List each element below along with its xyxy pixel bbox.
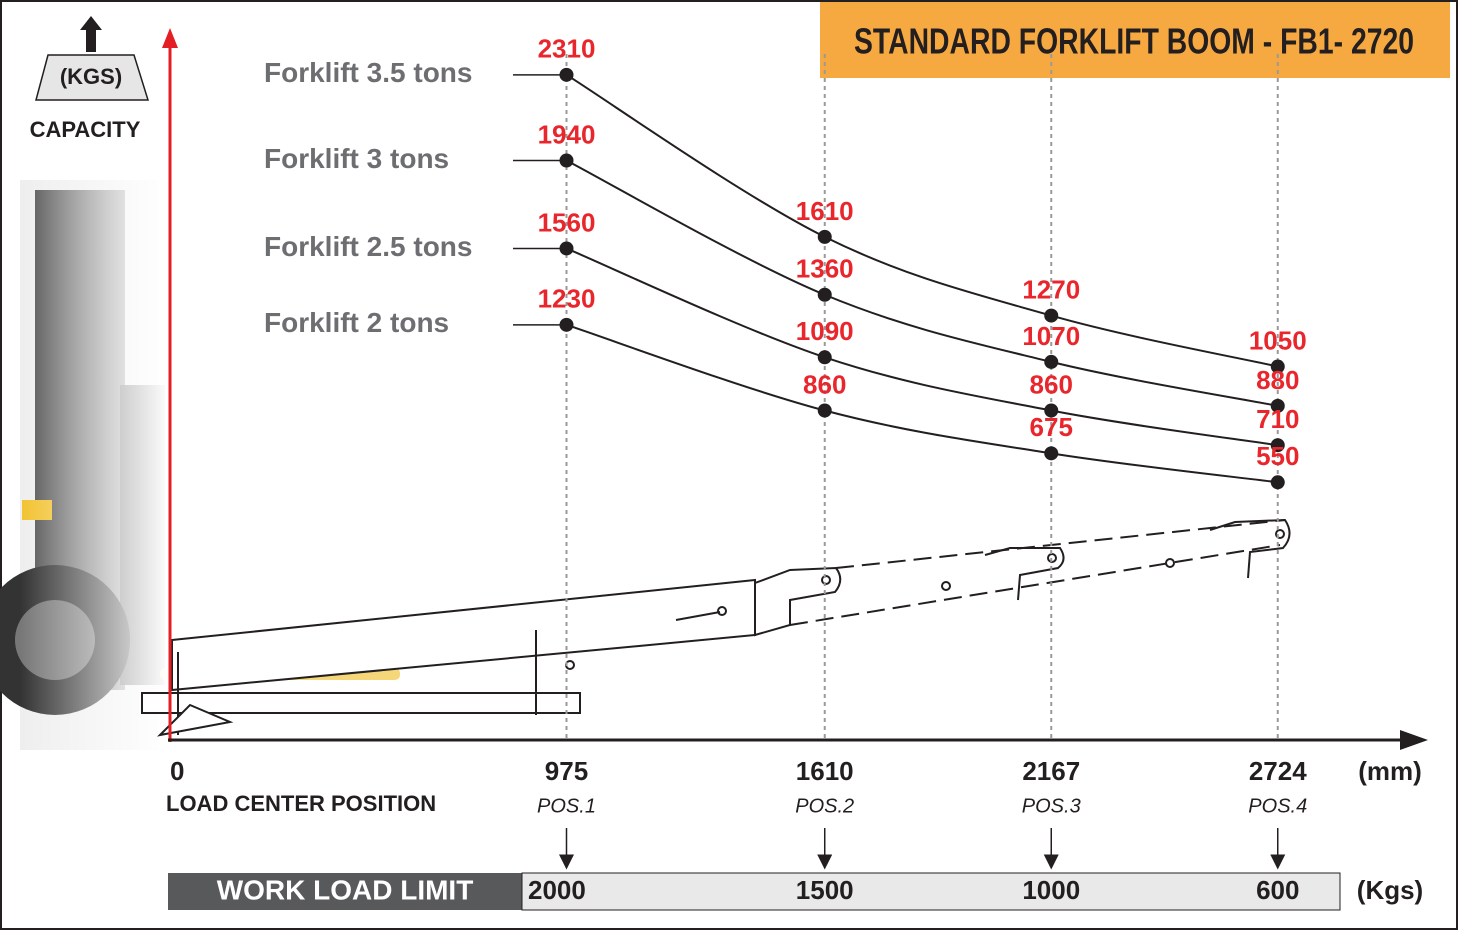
- value-label: 860: [803, 369, 846, 399]
- data-point: [818, 230, 832, 244]
- data-point: [1044, 446, 1058, 460]
- position-label: POS.4: [1248, 795, 1307, 817]
- wll-bar: [522, 873, 1340, 910]
- value-label: 1230: [538, 284, 596, 314]
- value-label: 1360: [796, 254, 854, 284]
- wll-label: WORK LOAD LIMIT: [217, 874, 474, 905]
- x-tick-label: 1610: [796, 756, 854, 786]
- x-tick-label: 0: [170, 756, 184, 786]
- value-label: 880: [1256, 365, 1299, 395]
- value-label: 550: [1256, 441, 1299, 471]
- value-label: 860: [1030, 369, 1073, 399]
- chart-title: STANDARD FORKLIFT BOOM - FB1- 2720: [854, 21, 1414, 62]
- value-label: 710: [1256, 404, 1299, 434]
- series-name: Forklift 2.5 tons: [264, 231, 472, 262]
- wll-value: 1000: [1022, 875, 1080, 905]
- value-label: 2310: [538, 34, 596, 64]
- x-unit: (mm): [1358, 756, 1422, 786]
- y-unit: (KGS): [60, 64, 122, 89]
- chart: (KGS) CAPACITY STANDARD FORKLIFT BOOM - …: [0, 0, 1458, 930]
- value-label: 1070: [1022, 321, 1080, 351]
- data-point: [1271, 475, 1285, 489]
- x-tick-label: 975: [545, 756, 588, 786]
- y-label: CAPACITY: [30, 117, 141, 142]
- position-label: POS.2: [795, 795, 854, 817]
- value-label: 1610: [796, 196, 854, 226]
- data-point: [818, 350, 832, 364]
- wll-value: 2000: [528, 875, 586, 905]
- position-label: POS.1: [537, 795, 596, 817]
- series-name: Forklift 3.5 tons: [264, 57, 472, 88]
- data-point: [560, 68, 574, 82]
- series-name: Forklift 2 tons: [264, 307, 449, 338]
- value-label: 1270: [1022, 274, 1080, 304]
- value-label: 1090: [796, 316, 854, 346]
- wll-value: 600: [1256, 875, 1299, 905]
- data-point: [818, 288, 832, 302]
- value-label: 675: [1030, 412, 1073, 442]
- x-tick-label: 2167: [1022, 756, 1080, 786]
- frame: [1, 1, 1457, 929]
- data-point: [560, 318, 574, 332]
- series-name: Forklift 3 tons: [264, 143, 449, 174]
- value-label: 1560: [538, 207, 596, 237]
- value-label: 1940: [538, 119, 596, 149]
- wll-value: 1500: [796, 875, 854, 905]
- data-point: [1044, 355, 1058, 369]
- value-label: 1050: [1249, 325, 1307, 355]
- x-tick-label: 2724: [1249, 756, 1307, 786]
- position-label: POS.3: [1022, 795, 1081, 817]
- data-point: [560, 153, 574, 167]
- x-label: LOAD CENTER POSITION: [166, 791, 436, 816]
- data-point: [818, 404, 832, 418]
- wll-unit: (Kgs): [1357, 875, 1423, 905]
- data-point: [560, 241, 574, 255]
